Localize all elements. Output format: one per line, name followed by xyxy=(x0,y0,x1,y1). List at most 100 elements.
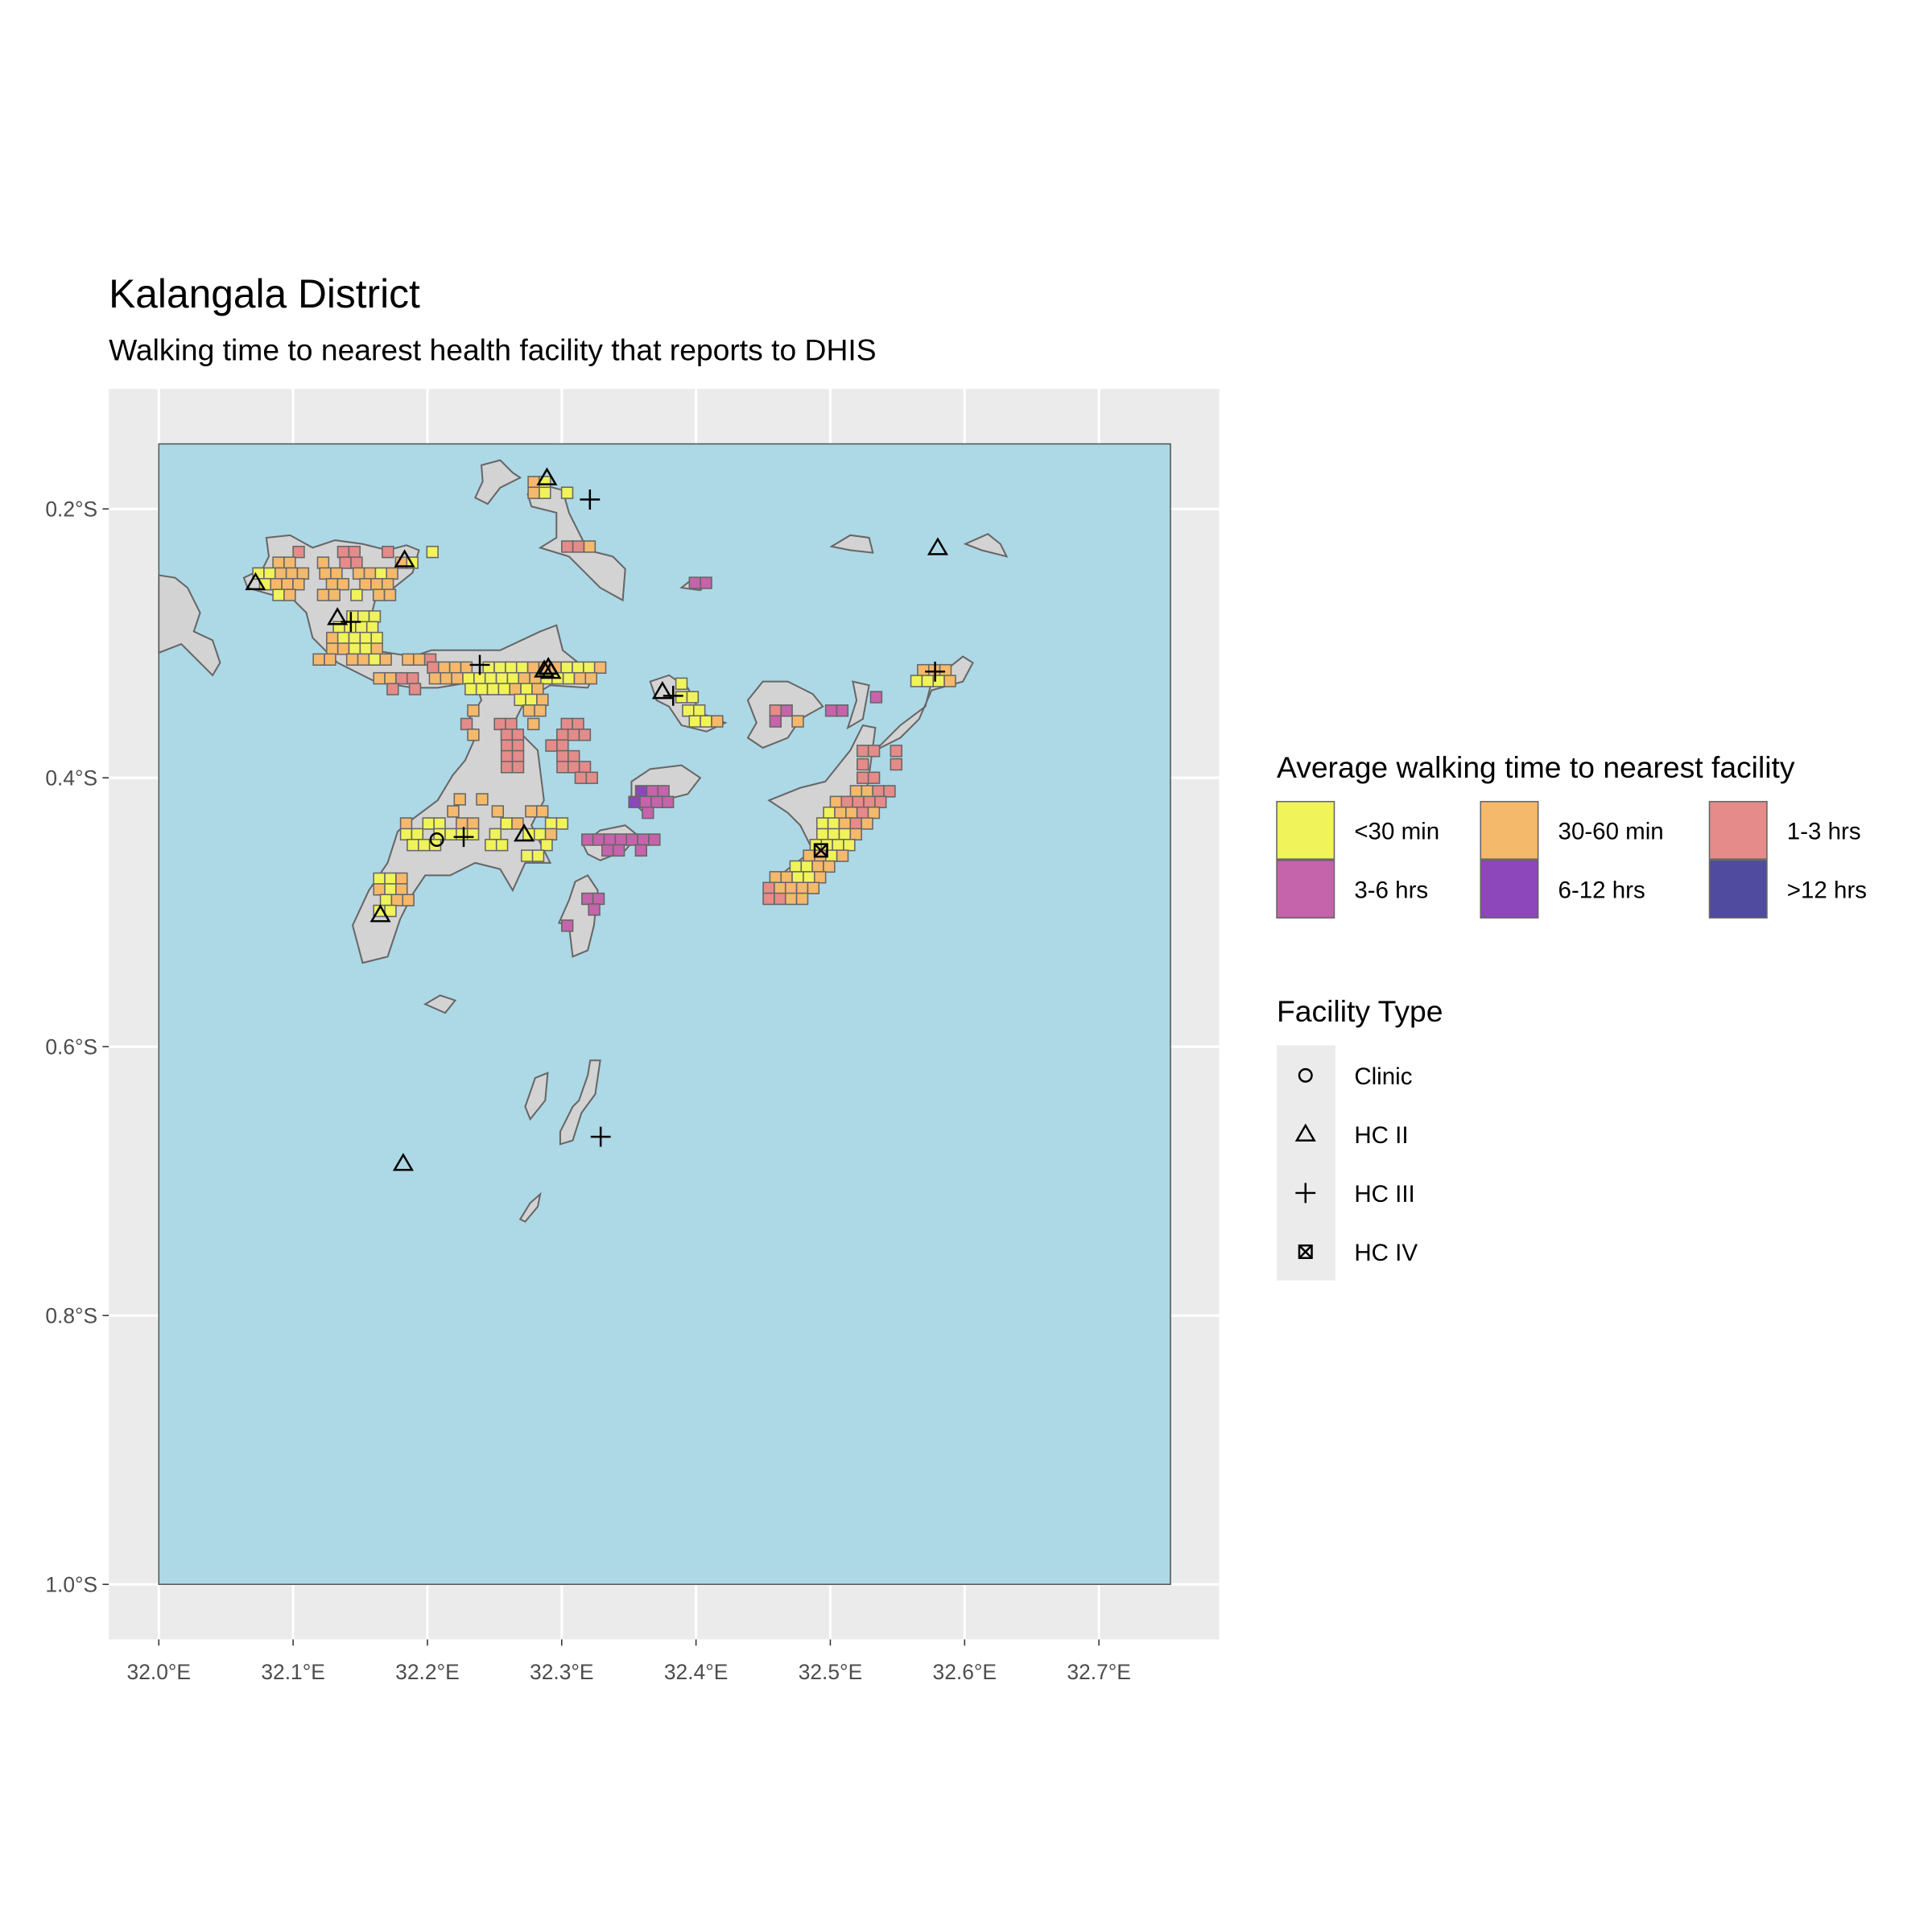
raster-cell xyxy=(511,817,524,830)
raster-cell xyxy=(292,545,305,559)
legend-label: 1-3 hrs xyxy=(1787,818,1861,844)
raster-cell xyxy=(363,567,377,580)
walking-time-raster xyxy=(252,476,956,932)
raster-cell xyxy=(330,567,343,580)
raster-cell xyxy=(849,828,862,841)
raster-cell xyxy=(583,661,596,674)
circle-icon xyxy=(429,832,444,848)
plot-title: Kalangala District xyxy=(109,271,420,316)
raster-cell xyxy=(451,671,464,685)
raster-cell xyxy=(506,671,520,685)
plus-icon xyxy=(663,685,683,706)
legend-swatch xyxy=(1276,800,1335,860)
raster-cell xyxy=(386,683,399,696)
legend-swatch xyxy=(1480,800,1539,860)
raster-cell xyxy=(556,761,569,774)
raster-cell xyxy=(370,642,383,655)
raster-cell xyxy=(711,715,724,728)
raster-cell xyxy=(491,805,504,818)
raster-cell xyxy=(348,631,361,645)
raster-cell xyxy=(648,833,661,846)
triangle-icon xyxy=(540,660,562,679)
raster-cell xyxy=(384,671,397,685)
raster-cell xyxy=(910,675,923,687)
raster-cell xyxy=(762,881,775,894)
raster-cell xyxy=(493,717,506,731)
raster-cell xyxy=(581,892,594,906)
raster-cell xyxy=(383,588,397,601)
raster-cell xyxy=(292,578,305,591)
raster-cell xyxy=(350,556,363,569)
triangle-icon xyxy=(392,1153,414,1171)
raster-cell xyxy=(348,545,361,559)
raster-cell xyxy=(769,871,782,884)
raster-cell xyxy=(533,828,547,841)
raster-cell xyxy=(456,828,469,841)
legend-item: 6-12 hrs xyxy=(1480,859,1645,919)
mainland xyxy=(158,574,221,677)
raster-cell xyxy=(824,704,838,717)
raster-cell xyxy=(560,661,573,674)
raster-cell xyxy=(520,683,533,696)
raster-cell xyxy=(526,717,540,731)
raster-cell xyxy=(500,761,514,774)
legend-item: HC II xyxy=(1294,1122,1409,1149)
raster-cell xyxy=(466,817,480,830)
raster-cell xyxy=(857,745,869,758)
raster-cell xyxy=(769,704,782,717)
raster-cell xyxy=(500,817,513,830)
raster-cell xyxy=(592,833,605,846)
raster-cell xyxy=(368,653,382,666)
raster-cell xyxy=(411,828,424,841)
raster-cell xyxy=(634,844,648,857)
raster-cell xyxy=(489,828,502,841)
raster-cell xyxy=(372,588,386,601)
raster-cell xyxy=(359,631,372,645)
raster-cell xyxy=(359,578,372,591)
raster-cell xyxy=(453,793,466,806)
raster-cell xyxy=(574,771,588,784)
raster-cell xyxy=(466,828,480,841)
raster-cell xyxy=(688,715,701,728)
raster-cell xyxy=(784,881,798,894)
raster-cell xyxy=(319,567,332,580)
raster-cell xyxy=(426,545,439,559)
raster-cell xyxy=(427,661,440,674)
triangle-icon xyxy=(651,680,673,700)
raster-cell xyxy=(352,567,365,580)
raster-cell xyxy=(803,871,815,884)
x-tick-label: 32.4°E xyxy=(664,1660,729,1684)
legend-label: 6-12 hrs xyxy=(1558,877,1645,903)
raster-cell xyxy=(890,745,902,758)
raster-cell xyxy=(515,661,529,674)
plus-icon xyxy=(590,1126,611,1147)
raster-cell xyxy=(921,675,935,687)
plus-icon xyxy=(580,489,601,510)
raster-cell xyxy=(634,785,648,798)
raster-cell xyxy=(433,817,446,830)
raster-cell xyxy=(456,817,469,830)
raster-cell xyxy=(578,729,592,741)
raster-cell xyxy=(535,805,549,818)
raster-cell xyxy=(780,871,793,884)
raster-cell xyxy=(843,839,856,852)
raster-cell xyxy=(485,839,497,852)
raster-cell xyxy=(402,653,415,666)
raster-cell xyxy=(639,795,652,808)
raster-cell xyxy=(509,683,522,696)
raster-cell xyxy=(460,661,473,674)
raster-cell xyxy=(867,771,881,784)
raster-cell xyxy=(379,653,392,666)
raster-cell xyxy=(384,872,397,886)
raster-cell xyxy=(849,785,863,798)
raster-cell xyxy=(780,704,793,717)
raster-cell xyxy=(556,729,569,741)
raster-cell xyxy=(336,578,349,591)
raster-cell xyxy=(827,828,840,841)
raster-cell xyxy=(561,540,574,553)
raster-cell xyxy=(525,805,538,818)
raster-cell xyxy=(422,817,435,830)
raster-cell xyxy=(428,671,442,685)
triangle-icon xyxy=(369,904,391,923)
legend-swatch xyxy=(1708,800,1768,860)
